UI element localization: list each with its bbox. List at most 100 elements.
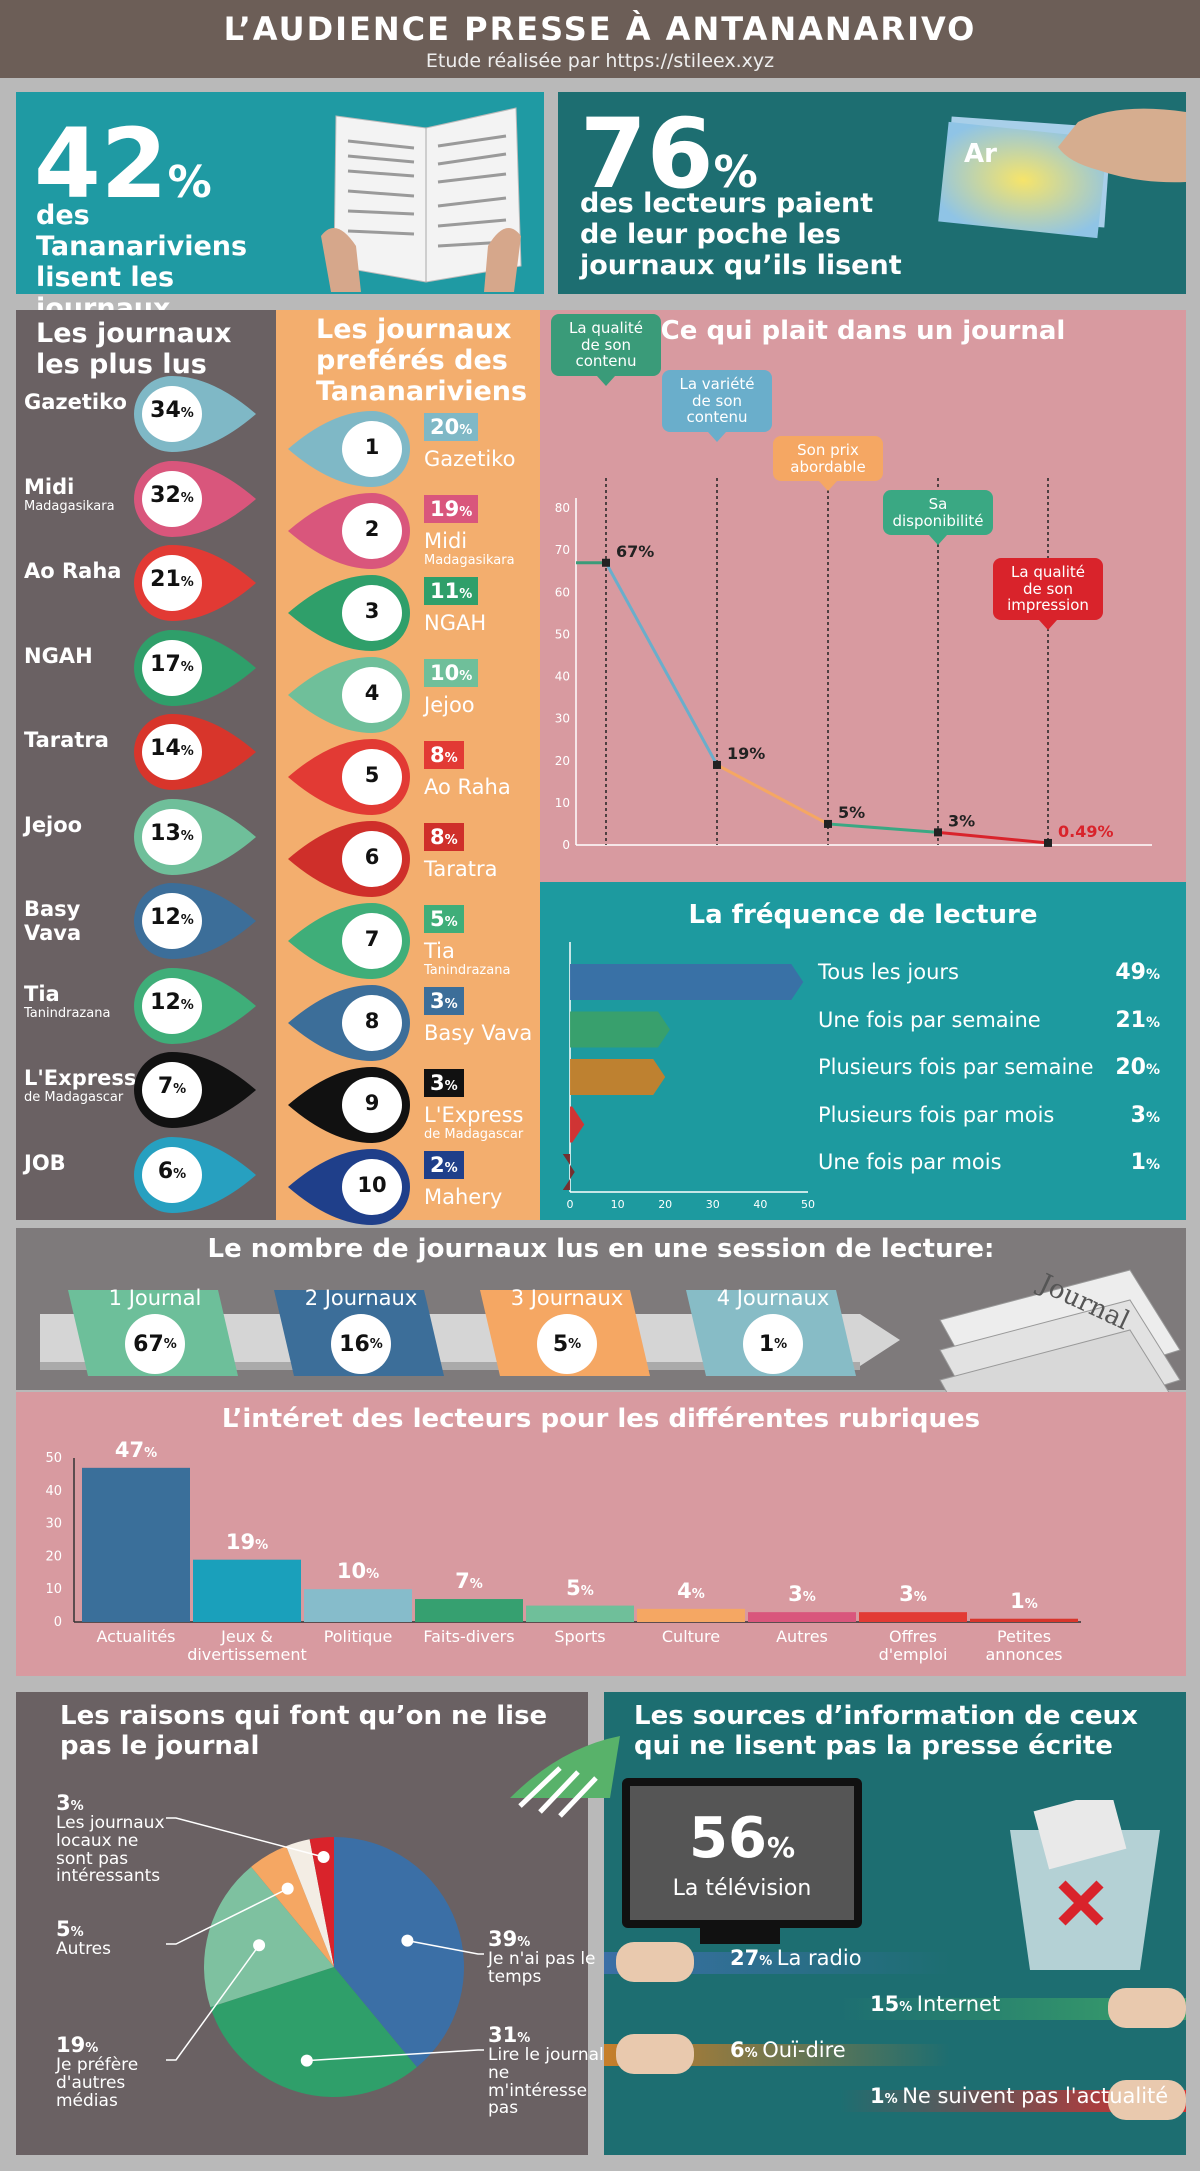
raisons-leader-line — [407, 1939, 484, 1955]
frequency-x-tick-label: 10 — [611, 1198, 625, 1211]
most-read-name: Ao Raha — [24, 559, 122, 583]
most-read-pin — [134, 1136, 256, 1213]
likes-data-label: 0.49% — [1058, 822, 1114, 841]
rubriques-bar — [415, 1599, 523, 1622]
rubriques-value-label: 3% — [899, 1582, 927, 1607]
rubriques-y-tick-label: 0 — [54, 1615, 62, 1630]
nb-journaux-arrow — [40, 1314, 900, 1370]
frequency-title: La fréquence de lecture — [688, 900, 1038, 930]
preferred-name: Tia Tanindrazana — [424, 939, 511, 978]
rubriques-value-label: 47% — [114, 1437, 158, 1462]
tv-label: La télévision — [672, 1876, 812, 1901]
frequency-category-label: Tous les jours — [818, 960, 959, 984]
preferred-pin — [288, 411, 410, 487]
page-title: L’AUDIENCE PRESSE À ANTANANARIVO — [223, 10, 977, 48]
likes-y-tick-label: 70 — [555, 543, 570, 557]
likes-category-label: La variété de son contenu — [662, 370, 772, 441]
pointing-hand-icon — [616, 1942, 694, 1982]
likes-category-label: Son prix abordable — [773, 436, 883, 491]
raisons-pie-slice — [334, 1837, 465, 2068]
preferred-rank: 7 — [364, 927, 380, 951]
trash-bin-illustration — [1010, 1800, 1160, 1970]
frequency-value-label: 3% — [1130, 1102, 1160, 1128]
most-read-value: 34% — [150, 398, 194, 423]
preferred-name: Ao Raha — [424, 775, 511, 799]
preferred-value-badge: 8% — [424, 741, 464, 769]
preferred-pin-hole — [342, 913, 402, 969]
most-read-name: JOB — [24, 1150, 66, 1175]
most-read-pin — [134, 714, 256, 790]
stat-payers-panel: 76% des lecteurs paient de leur poche le… — [558, 92, 1186, 294]
most-read-pin-hole — [142, 639, 202, 696]
tv-display — [630, 1786, 854, 1920]
raisons-pie-slice — [210, 1967, 417, 2097]
preferred-rank: 6 — [364, 845, 380, 869]
banknote-hand-illustration: Ar — [938, 108, 1186, 239]
raisons-leader-line — [166, 1888, 289, 1945]
preferred-name: Midi Madagasikara — [424, 529, 515, 568]
frequency-category-label: Plusieurs fois par semaine — [818, 1055, 1094, 1079]
stat-readers-value: 42% — [34, 108, 212, 220]
preferred-name: NGAH — [424, 611, 487, 635]
most-read-name: Gazetiko — [24, 390, 127, 414]
rubriques-value-label: 10% — [336, 1559, 380, 1584]
likes-category-label: La qualité de son contenu — [551, 314, 661, 385]
preferred-pin — [288, 739, 410, 815]
nb-journaux-value: 5% — [537, 1314, 597, 1374]
preferred-pin-hole — [342, 749, 402, 805]
preferred-pin-hole — [342, 1159, 402, 1215]
raisons-slice-label: 3% Les journaux locaux ne sont pas intére… — [56, 1791, 165, 1887]
likes-point — [713, 760, 721, 769]
frequency-panel: La fréquence de lecture — [540, 882, 1186, 1220]
likes-category-label: La qualité de son impression — [993, 558, 1103, 629]
rubriques-category-label: Jeux & divertissement — [187, 1627, 307, 1664]
frequency-bar — [562, 1154, 575, 1190]
banknote-note: Ar — [964, 139, 997, 169]
frequency-value-label: 1% — [1130, 1150, 1160, 1175]
most-read-name: NGAH — [24, 643, 93, 668]
source-row: 6% Ouï-dire — [730, 2038, 846, 2062]
most-read-pin-hole — [142, 808, 202, 865]
frequency-value-label: 49% — [1115, 960, 1160, 985]
source-row: 1% Ne suivent pas l'actualité — [870, 2084, 1169, 2108]
preferred-pin — [288, 985, 410, 1061]
most-read-value: 6% — [157, 1158, 187, 1184]
preferred-pin — [288, 1149, 410, 1225]
preferred-pin — [288, 1067, 410, 1143]
preferred-value-badge: 10% — [424, 659, 479, 687]
nb-journaux-label: 2 Journaux — [304, 1286, 418, 1310]
most-read-name: L'Express de Madagascar — [24, 1066, 137, 1105]
most-read-value: 32% — [150, 482, 194, 508]
likes-point — [602, 558, 610, 567]
frequency-bar — [570, 964, 804, 1000]
frequency-category-label: Une fois par semaine — [818, 1007, 1041, 1032]
preferred-rank: 10 — [357, 1173, 387, 1197]
raisons-pie-marker — [300, 2054, 313, 2067]
raisons-slice-label: 31% Lire le journal ne m'intéresse pas — [488, 2023, 604, 2119]
preferred-pin-hole — [342, 667, 402, 723]
raisons-leader-line — [166, 1944, 260, 2061]
preferred-pin-hole — [342, 503, 402, 559]
source-bar — [840, 2090, 1186, 2112]
likes-point — [1044, 838, 1052, 847]
preferred-value-badge: 2% — [424, 1151, 464, 1179]
rubriques-title: L’intéret des lecteurs pour les différen… — [221, 1404, 981, 1434]
rubriques-y-tick-label: 30 — [45, 1517, 62, 1532]
rubriques-category-label: Autres — [776, 1627, 828, 1646]
likes-y-tick-label: 60 — [555, 585, 570, 599]
preferred-value-badge: 11% — [424, 577, 479, 605]
most-read-name: Tia Tanindrazana — [24, 981, 111, 1021]
rubriques-value-label: 7% — [455, 1569, 483, 1594]
preferred-rank: 5 — [364, 763, 380, 787]
stat-readers-text: des Tananariviens lisent les journaux — [36, 200, 248, 325]
frequency-x-tick-label: 0 — [567, 1198, 574, 1211]
rubriques-value-label: 5% — [566, 1575, 594, 1600]
rubriques-value-label: 4% — [677, 1578, 705, 1603]
raisons-pie-chart — [166, 1817, 484, 2097]
preferred-value-badge: 5% — [424, 905, 464, 933]
rubriques-bar — [526, 1605, 634, 1622]
rubriques-category-label: Petites annonces — [985, 1627, 1063, 1664]
frequency-value-label: 21% — [1115, 1007, 1160, 1033]
preferred-pin-hole — [342, 995, 402, 1051]
preferred-value-badge: 8% — [424, 823, 464, 851]
